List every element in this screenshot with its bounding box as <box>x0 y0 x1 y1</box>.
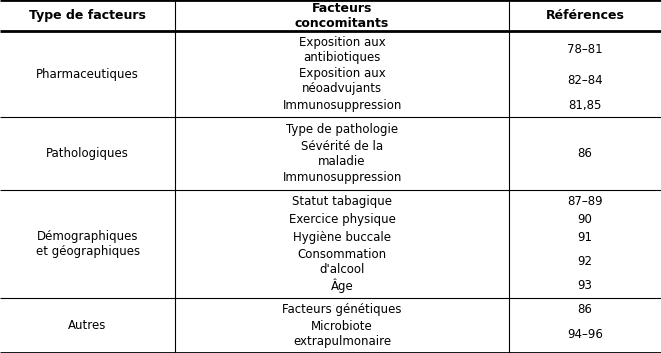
Text: Immunosuppression: Immunosuppression <box>282 172 402 184</box>
Text: Exposition aux
néoadvujants: Exposition aux néoadvujants <box>299 67 385 95</box>
Text: 78–81: 78–81 <box>567 43 603 56</box>
Text: Facteurs génétiques: Facteurs génétiques <box>282 304 402 316</box>
Text: Autres: Autres <box>68 319 107 332</box>
Text: 94–96: 94–96 <box>567 328 603 341</box>
Text: Références: Références <box>545 9 625 22</box>
Text: Immunosuppression: Immunosuppression <box>282 99 402 112</box>
Text: 92: 92 <box>578 255 592 268</box>
Text: 86: 86 <box>578 147 592 160</box>
Text: Type de pathologie: Type de pathologie <box>286 123 398 136</box>
Text: 90: 90 <box>578 213 592 226</box>
Text: Type de facteurs: Type de facteurs <box>29 9 146 22</box>
Text: Exercice physique: Exercice physique <box>289 213 395 226</box>
Text: Consommation
d'alcool: Consommation d'alcool <box>297 247 387 276</box>
Text: Sévérité de la
maladie: Sévérité de la maladie <box>301 139 383 168</box>
Text: Facteurs
concomitants: Facteurs concomitants <box>295 1 389 30</box>
Text: Microbiote
extrapulmonaire: Microbiote extrapulmonaire <box>293 320 391 348</box>
Text: Statut tabagique: Statut tabagique <box>292 196 392 208</box>
Text: Démographiques
et géographiques: Démographiques et géographiques <box>36 230 139 258</box>
Text: 86: 86 <box>578 304 592 316</box>
Text: Pharmaceutiques: Pharmaceutiques <box>36 68 139 80</box>
Text: Pathologiques: Pathologiques <box>46 147 129 160</box>
Text: 82–84: 82–84 <box>567 74 603 87</box>
Text: 93: 93 <box>578 280 592 292</box>
Text: 91: 91 <box>578 231 592 244</box>
Text: Âge: Âge <box>330 279 354 293</box>
Text: 81,85: 81,85 <box>568 99 602 112</box>
Text: Hygiène buccale: Hygiène buccale <box>293 231 391 244</box>
Text: 87–89: 87–89 <box>567 196 603 208</box>
Text: Exposition aux
antibiotiques: Exposition aux antibiotiques <box>299 36 385 64</box>
